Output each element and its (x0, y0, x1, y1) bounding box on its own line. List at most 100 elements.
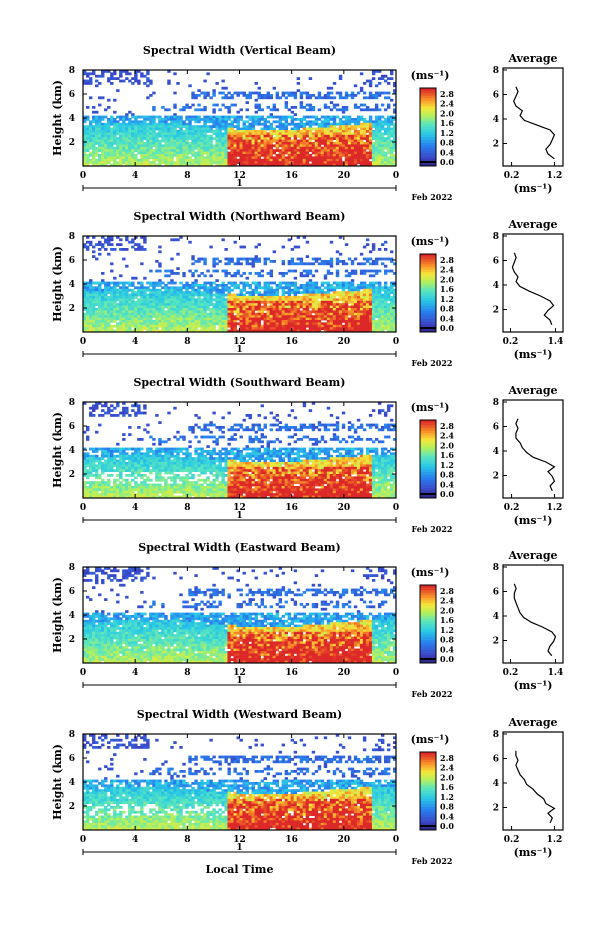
heatmap-cell (227, 108, 231, 112)
heatmap-cell (320, 96, 325, 100)
heatmap-cell (380, 298, 385, 302)
heatmap-cell (368, 327, 373, 330)
heatmap-cell (164, 291, 168, 294)
heatmap-cell (293, 158, 298, 162)
heatmap-cell (218, 122, 222, 126)
heatmap-cell (356, 118, 361, 121)
heatmap-cell (350, 156, 355, 160)
heatmap-cell (89, 464, 93, 468)
heatmap-cell (359, 286, 364, 290)
heatmap-cell (350, 305, 355, 309)
heatmap-cell (98, 120, 102, 124)
heatmap-cell (89, 483, 93, 487)
heatmap-cell (191, 163, 195, 167)
heatmap-cell (86, 236, 90, 239)
heatmap-cell (95, 322, 99, 326)
heatmap-cell (365, 303, 370, 306)
heatmap-cell (311, 161, 316, 164)
heatmap-cell (296, 142, 301, 145)
heatmap-cell (275, 298, 280, 302)
heatmap-cell (230, 120, 234, 124)
heatmap-cell (197, 305, 201, 309)
heatmap-cell (122, 125, 126, 128)
heatmap-cell (185, 106, 189, 109)
heatmap-cell (314, 151, 319, 155)
heatmap-cell (83, 327, 87, 330)
heatmap-cell (104, 320, 108, 323)
heatmap-cell (197, 127, 201, 131)
heatmap-cell (194, 305, 198, 309)
heatmap-cell (149, 118, 153, 121)
heatmap-cell (254, 161, 258, 164)
heatmap-cell (299, 142, 304, 145)
heatmap-cell (206, 125, 210, 128)
heatmap-cell (383, 161, 388, 164)
heatmap-cell (104, 315, 108, 318)
heatmap-cell (92, 120, 96, 124)
heatmap-cell (326, 125, 331, 128)
heatmap-cell (218, 324, 222, 328)
heatmap-cell (182, 291, 186, 294)
heatmap-cell (272, 305, 277, 309)
heatmap-cell (89, 459, 93, 463)
heatmap-cell (149, 281, 153, 285)
heatmap-cell (122, 324, 126, 328)
heatmap-cell (179, 146, 183, 150)
heatmap-cell (83, 466, 87, 470)
heatmap-cell (320, 134, 325, 138)
heatmap-cell (257, 156, 261, 160)
heatmap-cell (155, 260, 159, 263)
heatmap-cell (299, 312, 304, 316)
heatmap-cell (392, 305, 397, 309)
heatmap-cell (212, 158, 216, 162)
heatmap-cell (368, 122, 373, 126)
heatmap-cell (257, 296, 261, 299)
colorbar-swatch (420, 101, 436, 104)
heatmap-cell (230, 94, 234, 97)
heatmap-cell (245, 120, 249, 124)
heatmap-cell (353, 322, 358, 326)
heatmap-cell (98, 300, 102, 304)
heatmap-cell (116, 120, 120, 124)
heatmap-cell (389, 296, 394, 299)
heatmap-cell (92, 312, 96, 316)
heatmap-cell (176, 161, 180, 164)
heatmap-cell (287, 327, 292, 330)
heatmap-cell (146, 158, 150, 162)
heatmap-cell (149, 146, 153, 150)
heatmap-cell (311, 322, 316, 326)
heatmap-cell (344, 158, 349, 162)
heatmap-cell (176, 293, 180, 297)
heatmap-cell (116, 303, 120, 306)
heatmap-cell (281, 139, 286, 143)
heatmap-cell (89, 158, 93, 162)
heatmap-cell (323, 260, 328, 263)
heatmap-cell (86, 310, 90, 314)
heatmap-cell (347, 163, 352, 167)
heatmap-cell (119, 310, 123, 314)
heatmap-cell (344, 284, 349, 287)
heatmap-cell (311, 305, 316, 309)
heatmap-cell (251, 298, 255, 302)
heatmap-cell (359, 151, 364, 155)
heatmap-cell (170, 324, 174, 328)
heatmap-cell (230, 144, 234, 148)
heatmap-cell (248, 149, 252, 152)
heatmap-cell (233, 296, 237, 299)
heatmap-cell (371, 296, 376, 299)
heatmap-cell (191, 322, 195, 326)
heatmap-cell (257, 284, 261, 287)
heatmap-cell (233, 154, 237, 157)
heatmap-cell (173, 281, 177, 285)
heatmap-cell (230, 298, 234, 302)
heatmap-cell (353, 303, 358, 306)
heatmap-cell (209, 134, 213, 138)
heatmap-cell (290, 127, 295, 131)
heatmap-cell (242, 151, 246, 155)
heatmap-cell (104, 317, 108, 321)
heatmap-cell (197, 291, 201, 294)
heatmap-cell (161, 144, 165, 148)
heatmap-cell (134, 320, 138, 323)
heatmap-cell (203, 310, 207, 314)
heatmap-cell (206, 156, 210, 160)
